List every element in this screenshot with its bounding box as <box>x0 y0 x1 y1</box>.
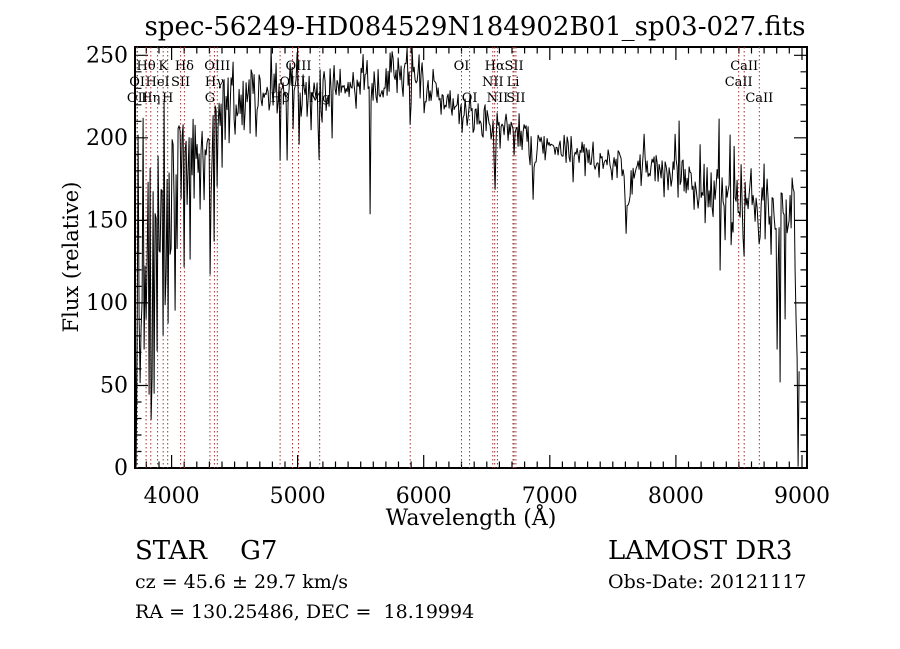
x-tick-label: 4000 <box>144 484 200 509</box>
spectral-line-label: CaII <box>725 75 753 90</box>
spectral-line-label: Hδ <box>175 59 194 74</box>
spectral-line-label: Hθ <box>137 59 156 74</box>
spectral-line-label: Hγ <box>205 75 224 90</box>
spectral-line-label: HeI <box>146 75 170 90</box>
obs-date-text: Obs-Date: 20121117 <box>608 571 807 593</box>
spectral-line-label: SII <box>506 91 525 106</box>
x-tick-label: 7000 <box>522 484 578 509</box>
y-tick-label: 250 <box>86 43 128 68</box>
survey-name-text: LAMOST DR3 <box>608 536 793 566</box>
spectral-line-label: Hα <box>485 59 505 74</box>
ra-dec-text: RA = 130.25486, DEC = 18.19994 <box>135 601 475 623</box>
spectral-line-label: CaII <box>730 59 758 74</box>
spectral-line-label: CaII <box>745 91 773 106</box>
x-tick-label: 5000 <box>270 484 326 509</box>
spectral-line-label: OIII <box>204 59 230 74</box>
spectral-line-label: K <box>158 59 168 74</box>
y-tick-label: 50 <box>100 374 128 399</box>
spectral-line-label: NII <box>487 91 509 106</box>
object-class-text: STAR G7 <box>135 536 278 566</box>
spectral-line-label: SII <box>505 59 524 74</box>
spectral-line-label: G <box>205 91 215 106</box>
x-tick-label: 9000 <box>774 484 830 509</box>
y-tick-label: 200 <box>86 126 128 151</box>
spectral-line-label: NII <box>482 75 504 90</box>
y-tick-label: 0 <box>114 456 128 481</box>
spectrum-trace <box>134 47 800 467</box>
spectral-line-label: SII <box>171 75 190 90</box>
x-tick-label: 8000 <box>648 484 704 509</box>
y-tick-label: 150 <box>86 208 128 233</box>
spectral-line-label: H <box>162 91 173 106</box>
spectral-line-label: OI <box>454 59 470 74</box>
spectral-line-label: OII <box>127 91 148 106</box>
spectral-line-label: OI <box>129 75 145 90</box>
y-axis-label: Flux (relative) <box>59 181 83 333</box>
y-tick-label: 100 <box>86 291 128 316</box>
tick-labels: 4000 5000 6000 7000 8000 9000 0 50 100 150 200 250 <box>86 43 830 509</box>
x-tick-label: 6000 <box>396 484 452 509</box>
radial-velocity-text: cz = 45.6 ± 29.7 km/s <box>135 571 348 593</box>
spectral-line-label: Hη <box>141 91 160 106</box>
page-title: spec-56249-HD084529N184902B01_sp03-027.f… <box>144 12 806 42</box>
spectral-line-label: Li <box>507 75 520 90</box>
x-axis-label: Wavelength (Å) <box>385 506 557 531</box>
